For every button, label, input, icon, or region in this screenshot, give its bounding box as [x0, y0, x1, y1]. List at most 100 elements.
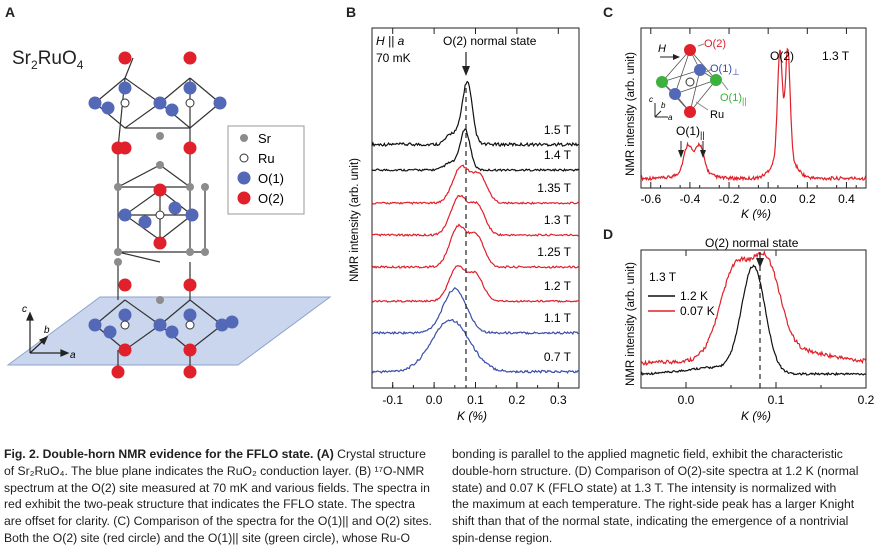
- formula-sub: 4: [76, 57, 84, 72]
- caption-right-line: shift than that of the normal state, ind…: [452, 514, 849, 529]
- x-tick-label: 0.2: [509, 393, 526, 407]
- sr-atom: [201, 183, 209, 191]
- b-series-label: 1.1 T: [544, 311, 572, 325]
- o1-atom: [118, 308, 132, 322]
- o1-atom: [185, 208, 199, 222]
- caption-right-line: double-horn structure. (D) Comparison of…: [452, 463, 859, 478]
- c-inset-o1par-sub: ||: [742, 96, 747, 106]
- b-series-label: 1.2 T: [544, 279, 572, 293]
- axis-a-label: a: [70, 350, 76, 361]
- x-tick-label: -0.4: [680, 192, 701, 206]
- o1-atom: [118, 208, 132, 222]
- c-inset-o2-bottom: [684, 106, 696, 118]
- x-tick-label: 0.1: [768, 393, 785, 407]
- legend-label: Sr: [258, 131, 272, 146]
- o1-atom: [88, 318, 102, 332]
- x-tick-label: -0.6: [640, 192, 661, 206]
- b-xlabel: K (%): [457, 409, 487, 423]
- x-tick-label: -0.2: [719, 192, 740, 206]
- d-field-label: 1.3 T: [649, 270, 677, 284]
- o1-atom: [101, 101, 115, 115]
- axis-b-label: b: [44, 325, 50, 336]
- caption-text: are offset for clarity. (C) Comparison o…: [4, 514, 432, 529]
- x-tick-label: 0.0: [678, 393, 695, 407]
- c-inset-a: a: [668, 113, 673, 122]
- c-inset-o1perp-front: [669, 88, 681, 100]
- c-inset-o1perp-text: O(1): [710, 63, 732, 75]
- d-legend-black-label: 1.2 K: [680, 289, 708, 303]
- legend-swatch: [237, 191, 251, 205]
- b-series-label: 1.35 T: [537, 181, 571, 195]
- axis-c-label: c: [22, 304, 27, 315]
- caption-left-line: Fig. 2. Double-horn NMR evidence for the…: [4, 446, 444, 463]
- legend-label: O(1): [258, 171, 284, 186]
- b-ylabel: NMR intensity (arb. unit): [349, 158, 361, 282]
- ru-atom: [185, 320, 195, 330]
- o1-atom: [153, 96, 167, 110]
- caption-left-line: Both the O(2) site (red circle) and the …: [4, 530, 444, 547]
- x-tick-label: 0.1: [467, 393, 484, 407]
- o2-atom: [153, 183, 167, 197]
- o1-atom: [153, 318, 167, 332]
- b-series-label: 1.5 T: [544, 123, 572, 137]
- o1-atom: [215, 318, 229, 332]
- c-inset-h-arrowhead: [673, 54, 680, 60]
- atoms: [88, 51, 239, 379]
- sr-atom: [156, 132, 164, 140]
- b-series-line: [371, 128, 580, 172]
- c-inset-o1par: O(1)||: [720, 92, 747, 106]
- d-legend-red-label: 0.07 K: [680, 304, 715, 318]
- caption-left: Fig. 2. Double-horn NMR evidence for the…: [4, 446, 444, 547]
- c-inset-o1perp-back: [694, 64, 706, 76]
- o1-atom: [165, 325, 179, 339]
- c-xlabel: K (%): [741, 207, 771, 221]
- caption-text: Crystal structure: [333, 447, 426, 461]
- d-black-line: [640, 264, 867, 376]
- o1-atom: [225, 315, 239, 329]
- o2-atom: [183, 343, 197, 357]
- ru-atom: [155, 210, 165, 220]
- legend-label: Ru: [258, 151, 275, 166]
- caption-text: of Sr₂RuO₄. The blue plane indicates the…: [4, 463, 425, 478]
- legend-swatch: [239, 153, 249, 163]
- c-inset-octahedron: [654, 43, 729, 118]
- c-inset-ru-leader: [695, 101, 709, 111]
- c-o1-arrow-right: [700, 150, 706, 158]
- panel-c-letter: C: [603, 4, 614, 20]
- sr-atom: [156, 161, 164, 169]
- d-red-line: [640, 249, 867, 366]
- legend-label: O(2): [258, 191, 284, 206]
- x-tick-label: -0.1: [382, 393, 403, 407]
- c-inset-o1perp: O(1)⊥: [710, 63, 740, 77]
- o1-atom: [118, 81, 132, 95]
- o2-atom: [183, 51, 197, 65]
- caption-right-line: bonding is parallel to the applied magne…: [452, 447, 843, 461]
- panel-d-letter: D: [603, 226, 614, 242]
- o1-atom: [183, 81, 197, 95]
- chart-c-frame: [640, 27, 867, 189]
- c-inset-o1par-right: [710, 74, 722, 86]
- caption-text: spectrum at the O(2) site measured at 70…: [4, 480, 430, 495]
- c-inset-o2-leader: [697, 43, 705, 47]
- caption-left-line: are offset for clarity. (C) Comparison o…: [4, 513, 444, 530]
- caption-text: red exhibit the two-peak structure that …: [4, 497, 415, 512]
- caption-right-line: state) and 0.07 K (FFLO state) at 1.3 T.…: [452, 480, 837, 495]
- c-inset-ru: [685, 77, 695, 87]
- caption-right-line: spin-dense region.: [452, 530, 553, 545]
- b-series-line: [371, 194, 580, 237]
- x-tick-label: 0.2: [799, 192, 816, 206]
- sr-atom: [186, 183, 194, 191]
- caption-text: Both the O(2) site (red circle) and the …: [4, 530, 410, 545]
- c-inset-o1par-left: [656, 76, 668, 88]
- o1-atom: [183, 308, 197, 322]
- x-tick-label: 0.2: [858, 393, 875, 407]
- o2-atom: [183, 365, 197, 379]
- o1-atom: [168, 201, 182, 215]
- o2-atom: [118, 343, 132, 357]
- normal-state-arrow: [462, 66, 470, 76]
- c-field-label: 1.3 T: [822, 49, 850, 63]
- atom-legend: Sr Ru O(1) O(2): [227, 125, 305, 215]
